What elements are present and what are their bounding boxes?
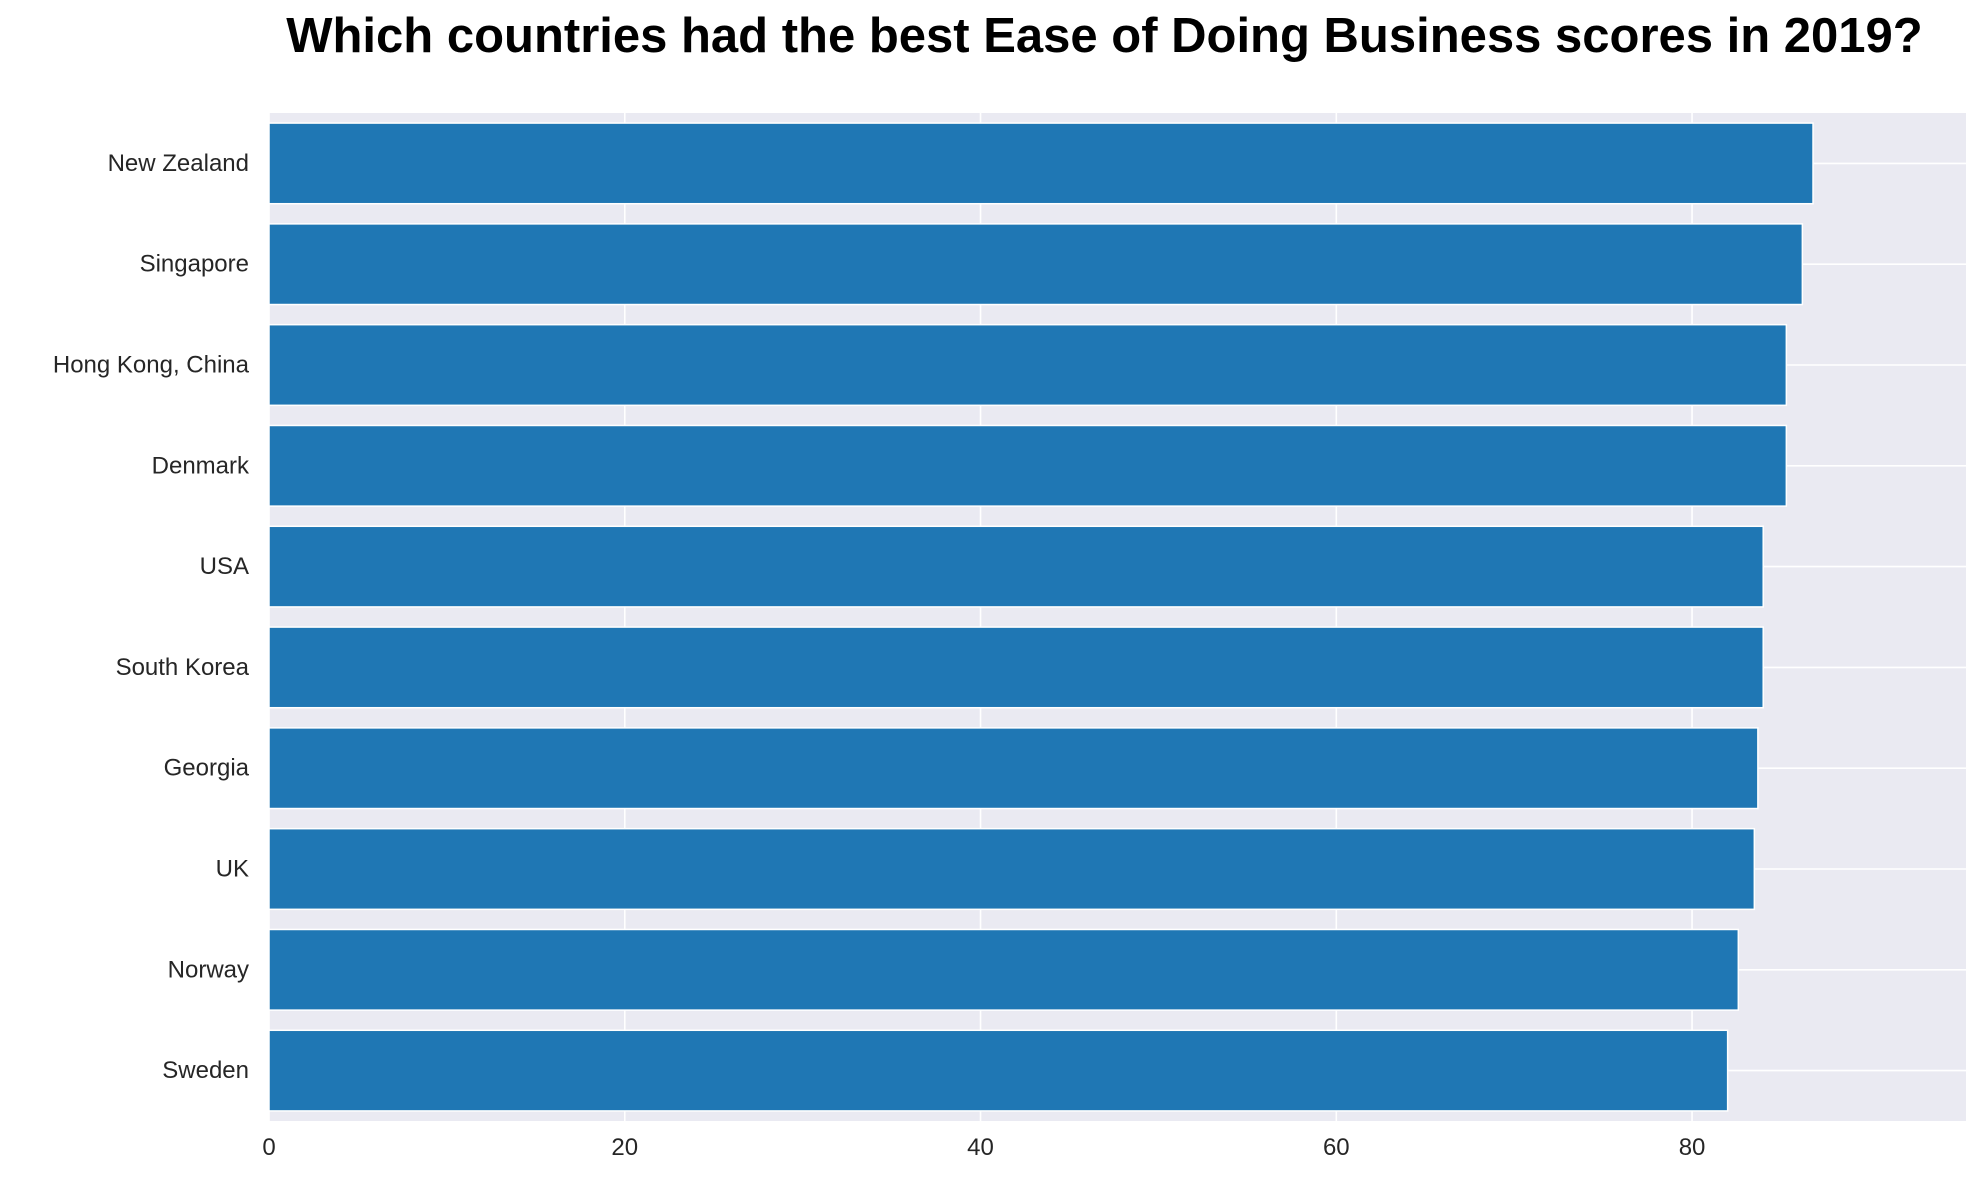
y-tick-label: South Korea — [116, 654, 250, 681]
bar — [268, 727, 1759, 810]
y-tick-label: Norway — [168, 956, 249, 983]
bar — [268, 424, 1788, 507]
y-tick-label: Sweden — [162, 1057, 249, 1084]
bar — [268, 1029, 1729, 1112]
y-tick-label: Georgia — [164, 755, 250, 782]
chart-title: Which countries had the best Ease of Doi… — [0, 8, 1979, 64]
bar — [268, 223, 1804, 306]
y-axis-tick-labels: New Zealand Singapore Hong Kong, China Denm… — [53, 150, 250, 1084]
bar — [268, 928, 1740, 1011]
y-tick-label: New Zealand — [108, 150, 249, 177]
bar — [268, 323, 1788, 407]
y-tick-label: Hong Kong, China — [53, 352, 250, 379]
x-tick-label: 40 — [967, 1134, 994, 1161]
bar — [268, 626, 1764, 709]
x-axis-tick-labels: 0 20 40 60 80 — [262, 1134, 1705, 1161]
y-tick-label: USA — [200, 553, 249, 580]
x-tick-label: 80 — [1679, 1134, 1706, 1161]
x-tick-label: 60 — [1323, 1134, 1350, 1161]
bar — [268, 827, 1756, 911]
x-tick-label: 0 — [262, 1134, 275, 1161]
chart-title-text: Which countries had the best Ease of Doi… — [286, 9, 1923, 63]
y-tick-label: Denmark — [152, 452, 250, 479]
bars — [268, 122, 1814, 1112]
x-tick-label: 20 — [611, 1134, 638, 1161]
y-tick-label: UK — [216, 856, 249, 883]
y-tick-label: Singapore — [140, 251, 249, 278]
bar — [268, 525, 1764, 608]
bar — [268, 122, 1814, 205]
